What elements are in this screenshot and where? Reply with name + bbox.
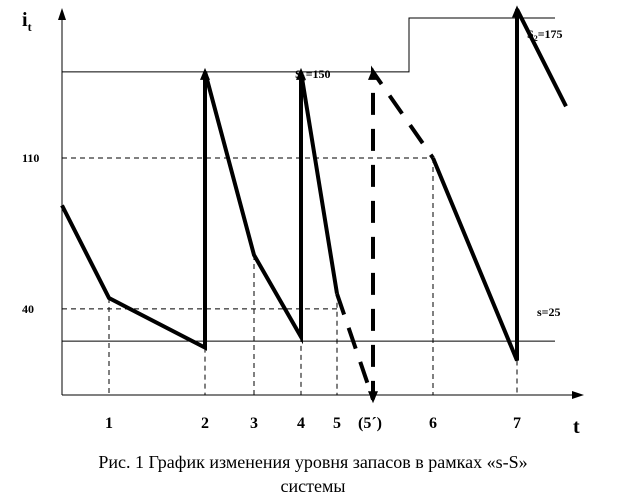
y-tick-label: 110	[22, 151, 39, 165]
labels: it t S1=150 S2=175 s=25	[22, 9, 580, 438]
x-tick-label: 6	[429, 415, 437, 432]
x-tick-label: 1	[105, 415, 113, 432]
series-lines	[60, 5, 568, 404]
x-tick-label: 7	[513, 415, 521, 432]
arrowhead-down-icon	[368, 391, 378, 404]
tick-labels: 110 40 1 2 3 4 5 (5´) 6 7	[22, 151, 521, 432]
series-line-1	[60, 71, 339, 351]
level-S2-label: S2=175	[527, 27, 563, 43]
axes	[58, 8, 584, 399]
y-axis-label: it	[22, 9, 32, 34]
arrowhead-icon	[512, 5, 522, 18]
x-tick-label: 2	[201, 415, 209, 432]
arrowhead-icon	[296, 67, 306, 80]
x-tick-label: 5	[333, 415, 341, 432]
caption-line-2: системы	[280, 476, 346, 496]
level-s-label: s=25	[537, 305, 561, 319]
y-axis-arrow-icon	[58, 8, 66, 20]
y-tick-label: 40	[22, 302, 34, 316]
figure-caption: Рис. 1 График изменения уровня запасов в…	[0, 450, 626, 498]
level-S-line	[62, 17, 555, 73]
arrowhead-icon	[368, 67, 378, 80]
inventory-chart: it t S1=150 S2=175 s=25 110 40 1 2 3 4 5 (5´) 6 7	[22, 5, 584, 438]
arrowhead-icon	[200, 67, 210, 80]
caption-line-1: Рис. 1 График изменения уровня запасов в…	[98, 452, 528, 472]
reference-lines	[62, 17, 555, 342]
series-line-2	[335, 65, 435, 400]
dashed-guides	[62, 157, 518, 395]
x-axis-arrow-icon	[572, 391, 584, 399]
level-S1-label: S1=150	[295, 67, 331, 83]
x-tick-label: 4	[297, 415, 305, 432]
x-tick-label: 3	[250, 415, 258, 432]
x-tick-label: (5´)	[358, 415, 382, 432]
x-axis-label: t	[573, 416, 580, 438]
series-line-3	[431, 8, 568, 362]
